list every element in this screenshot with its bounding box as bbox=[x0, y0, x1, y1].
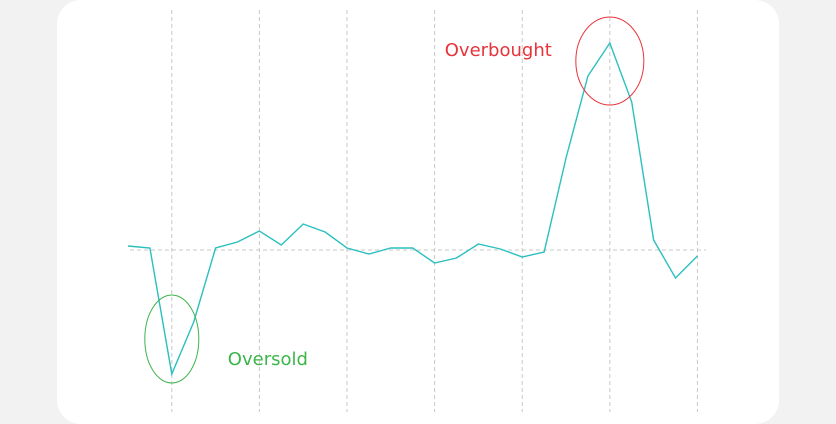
data-line bbox=[127, 41, 698, 377]
annotation-label: Overbought bbox=[445, 40, 552, 61]
annotation-ellipse bbox=[144, 294, 200, 384]
card bbox=[57, 0, 779, 424]
annotation-label: Oversold bbox=[228, 349, 308, 370]
annotation-ellipse bbox=[575, 16, 645, 106]
